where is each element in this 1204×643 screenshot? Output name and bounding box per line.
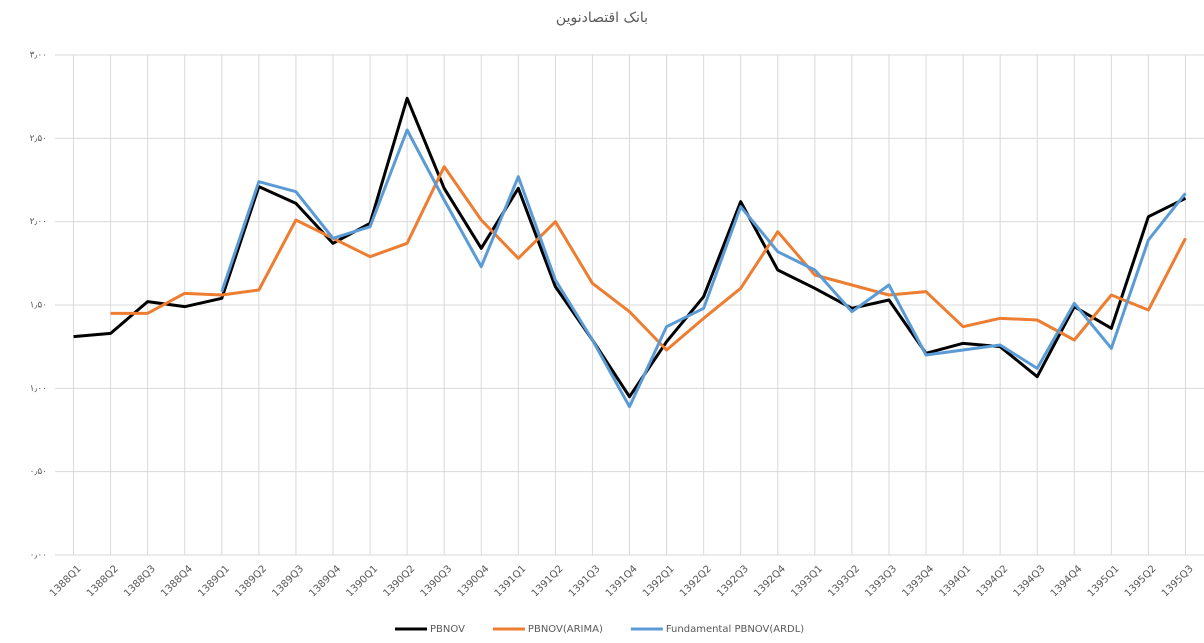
x-tick-label: 1389Q1 <box>196 563 232 599</box>
x-tick-label: 1388Q4 <box>159 563 195 599</box>
x-tick-label: 1393Q1 <box>789 563 825 599</box>
x-tick-label: 1391Q4 <box>604 563 640 599</box>
x-tick-label: 1388Q2 <box>85 563 121 599</box>
x-tick-label: 1390Q3 <box>419 563 455 599</box>
x-tick-label: 1390Q1 <box>344 563 380 599</box>
y-tick-label: ۲٫۰۰ <box>30 217 47 227</box>
x-tick-label: 1395Q2 <box>1123 563 1159 599</box>
chart-title: بانک اقتصادنوین <box>556 10 648 26</box>
x-tick-label: 1392Q2 <box>678 563 714 599</box>
x-tick-label: 1391Q3 <box>567 563 603 599</box>
x-tick-label: 1394Q2 <box>975 563 1011 599</box>
x-tick-label: 1393Q4 <box>900 563 936 599</box>
x-tick-label: 1392Q1 <box>641 563 677 599</box>
x-tick-label: 1390Q2 <box>382 563 418 599</box>
legend-label: PBNOV(ARIMA) <box>528 624 603 635</box>
x-tick-label: 1389Q4 <box>307 563 343 599</box>
x-tick-label: 1391Q1 <box>493 563 529 599</box>
x-tick-label: 1392Q3 <box>715 563 751 599</box>
x-tick-label: 1389Q3 <box>270 563 306 599</box>
y-tick-label: ۰٫۰۰ <box>30 551 47 561</box>
y-tick-label: ۱٫۵۰ <box>30 301 47 311</box>
x-tick-label: 1388Q1 <box>48 563 84 599</box>
x-tick-label: 1394Q4 <box>1049 563 1085 599</box>
x-tick-label: 1393Q2 <box>826 563 862 599</box>
x-tick-label: 1389Q2 <box>233 563 269 599</box>
legend-label: PBNOV <box>430 624 465 635</box>
x-tick-label: 1390Q4 <box>456 563 492 599</box>
x-tick-label: 1392Q4 <box>752 563 788 599</box>
y-tick-label: ۲٫۵۰ <box>30 134 47 144</box>
x-tick-label: 1394Q3 <box>1012 563 1048 599</box>
x-tick-label: 1393Q3 <box>863 563 899 599</box>
y-tick-label: ۰٫۵۰ <box>30 467 47 477</box>
x-tick-label: 1394Q1 <box>937 563 973 599</box>
y-tick-label: ۱٫۰۰ <box>30 384 47 394</box>
y-tick-label: ۳٫۰۰ <box>30 51 47 61</box>
x-tick-label: 1395Q3 <box>1160 563 1196 599</box>
legend-label: Fundamental PBNOV(ARDL) <box>666 624 804 635</box>
series-line <box>110 165 1187 352</box>
x-tick-label: 1395Q1 <box>1086 563 1122 599</box>
x-tick-label: 1388Q3 <box>122 563 158 599</box>
series-line <box>220 128 1187 409</box>
x-tick-label: 1391Q2 <box>530 563 566 599</box>
